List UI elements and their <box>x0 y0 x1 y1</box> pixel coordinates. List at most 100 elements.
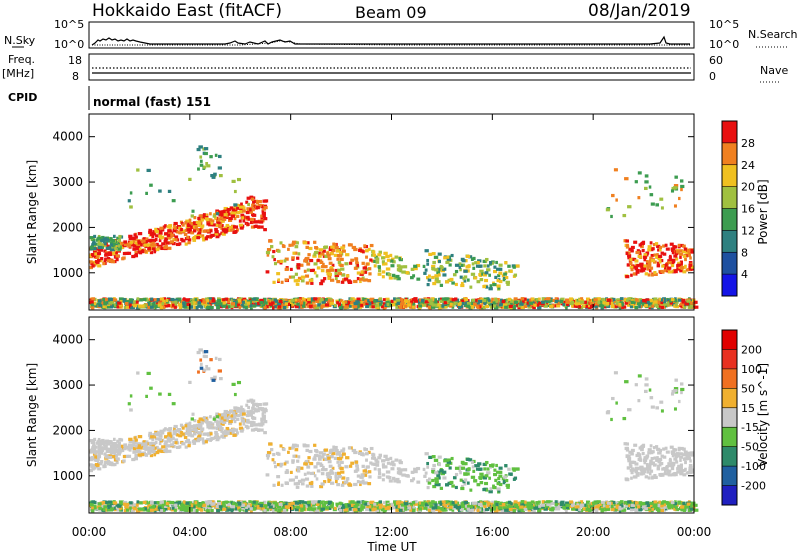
power-cell <box>390 264 395 268</box>
velocity-cell <box>648 472 652 476</box>
power-cell <box>196 228 200 232</box>
power-cell <box>509 269 513 273</box>
velocity-cell <box>670 466 675 471</box>
velocity-cell <box>451 484 455 488</box>
power-cell <box>410 276 414 280</box>
power-cell <box>195 220 200 224</box>
power-cell <box>154 237 158 242</box>
power-cell <box>277 249 281 253</box>
velocity-cell <box>195 423 200 427</box>
power-cell <box>513 304 517 308</box>
velocity-cell <box>250 428 256 432</box>
power-cell <box>161 242 166 246</box>
power-cell <box>107 252 113 257</box>
power-cell <box>667 266 672 270</box>
power-cell <box>259 301 264 305</box>
power-cell <box>206 222 211 226</box>
power-cell <box>202 238 206 242</box>
velocity-cell <box>513 476 518 480</box>
power-cell <box>340 280 345 284</box>
velocity-cell <box>626 466 630 470</box>
power-cell <box>294 298 299 302</box>
power-cell <box>492 283 497 287</box>
power-cell <box>326 269 331 273</box>
colorbar-tick-label: 4 <box>741 268 748 281</box>
velocity-cell <box>164 440 169 444</box>
power-cell <box>423 271 427 275</box>
velocity-cell <box>685 455 690 459</box>
power-cell <box>202 300 207 304</box>
velocity-cell <box>129 443 134 447</box>
power-cell <box>544 298 548 302</box>
power-cell <box>341 300 345 305</box>
velocity-cell <box>110 446 113 450</box>
power-cell <box>278 299 283 303</box>
power-cell <box>644 304 648 308</box>
velocity-cell <box>253 423 258 427</box>
velocity-cell <box>648 462 652 466</box>
power-cell <box>540 302 545 306</box>
power-cell <box>483 301 487 306</box>
power-cell <box>276 260 281 264</box>
power-cell <box>630 245 635 250</box>
velocity-cell <box>89 468 93 473</box>
power-cell <box>153 304 158 308</box>
power-cell <box>129 191 133 195</box>
power-cell <box>396 264 401 268</box>
power-cell <box>140 304 145 308</box>
power-cell <box>428 274 431 278</box>
velocity-cell <box>356 480 360 484</box>
power-cell <box>291 300 295 304</box>
velocity-cell <box>445 463 450 467</box>
velocity-cell <box>385 500 390 504</box>
velocity-cell <box>277 452 281 456</box>
velocity-cell <box>166 436 171 440</box>
velocity-cell <box>89 456 93 461</box>
power-cell <box>291 275 296 279</box>
power-cell <box>676 263 682 267</box>
power-cell <box>97 258 101 262</box>
power-cell <box>277 278 280 282</box>
velocity-cell <box>319 485 324 489</box>
velocity-cell <box>246 399 251 403</box>
power-cell <box>337 272 342 276</box>
power-cell <box>167 235 172 239</box>
velocity-cell <box>368 475 372 479</box>
power-cell <box>634 180 638 184</box>
velocity-cell <box>134 453 139 458</box>
power-cell <box>214 230 219 234</box>
power-cell <box>441 297 446 301</box>
velocity-cell <box>629 461 633 465</box>
power-cell <box>474 298 478 302</box>
power-cell <box>211 223 216 227</box>
velocity-cell <box>240 416 245 420</box>
power-cell <box>615 198 618 202</box>
velocity-cell <box>462 480 466 484</box>
power-cell <box>313 262 318 266</box>
power-cell <box>645 259 649 264</box>
power-cell <box>443 301 447 305</box>
velocity-cell <box>169 443 174 447</box>
power-cell <box>331 248 336 253</box>
power-cell <box>313 271 317 275</box>
velocity-cell <box>347 446 352 450</box>
velocity-cell <box>460 466 464 470</box>
velocity-cell <box>390 460 395 464</box>
velocity-cell <box>466 481 470 485</box>
velocity-cell <box>356 474 361 478</box>
power-cell <box>389 259 394 263</box>
power-cell <box>182 297 186 301</box>
velocity-cell <box>688 463 693 468</box>
velocity-cell <box>284 481 289 485</box>
power-cell <box>103 249 107 253</box>
velocity-cell <box>330 448 335 452</box>
power-cell <box>245 200 249 204</box>
power-cell <box>442 273 447 277</box>
velocity-cell <box>458 468 462 472</box>
power-cell <box>627 297 632 301</box>
power-cell <box>160 246 165 251</box>
velocity-cell <box>667 469 672 473</box>
velocity-cell <box>677 446 681 450</box>
power-cell <box>240 213 245 217</box>
